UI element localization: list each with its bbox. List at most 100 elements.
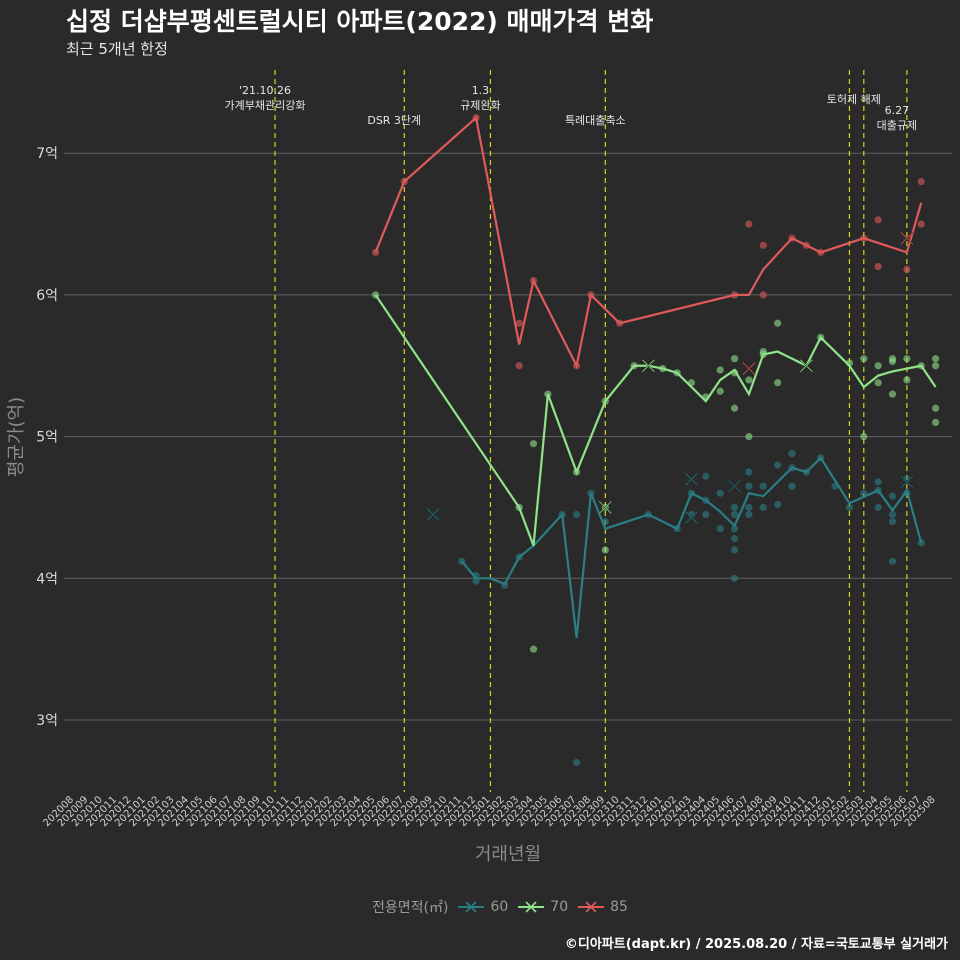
data-point-70	[745, 376, 753, 384]
cross-stroke	[685, 511, 698, 524]
data-point-60	[515, 553, 523, 561]
data-point-60	[917, 539, 925, 547]
chart-subtitle: 최근 5개년 한정	[66, 40, 168, 58]
data-point-60	[472, 571, 480, 580]
data-point-70	[601, 397, 609, 405]
data-point-85	[371, 248, 380, 256]
data-point-70	[874, 379, 882, 387]
data-point-60	[788, 450, 796, 458]
data-point-60	[716, 525, 724, 533]
data-point-60	[730, 525, 739, 533]
data-point-70	[515, 503, 523, 512]
legend-item-85: 85	[576, 899, 628, 915]
data-point-85	[860, 234, 868, 242]
legend-label-85: 85	[610, 899, 628, 915]
data-point-70	[702, 393, 710, 401]
cross-marker-60	[684, 472, 699, 486]
data-point-85	[616, 319, 624, 327]
data-point-70	[745, 433, 753, 441]
data-point-70	[730, 369, 739, 377]
y-tick-label: 7억	[36, 146, 58, 162]
data-point-70	[716, 366, 724, 374]
series-line-85	[374, 115, 923, 370]
data-point-60	[831, 482, 839, 490]
data-point-70	[932, 418, 940, 427]
data-point-85	[730, 291, 739, 299]
data-point-60	[860, 489, 868, 497]
data-point-70	[601, 546, 609, 554]
data-point-60	[673, 525, 681, 533]
legend-swatch-70	[518, 901, 545, 913]
data-point-60	[472, 577, 480, 585]
series-line-60	[460, 456, 923, 638]
data-point-60	[745, 468, 753, 476]
data-point-60	[687, 489, 696, 497]
data-point-60	[745, 503, 753, 512]
data-point-85	[903, 265, 911, 273]
data-point-60	[802, 468, 810, 476]
data-point-70	[573, 468, 581, 476]
data-point-70	[529, 645, 538, 653]
legend-item-60: 60	[456, 899, 508, 915]
event-label: '21.10.26	[239, 84, 291, 97]
data-point-70	[730, 404, 739, 412]
cross-stroke	[742, 362, 756, 375]
data-point-60	[730, 574, 739, 582]
data-point-60	[702, 510, 710, 519]
data-point-70	[860, 433, 868, 441]
cross-stroke	[800, 359, 813, 373]
data-point-60	[888, 492, 897, 500]
data-point-85	[874, 216, 882, 224]
legend-swatch-85	[578, 901, 605, 913]
data-point-60	[587, 489, 595, 497]
data-point-70	[730, 355, 739, 363]
source-caption: ©디아파트(dapt.kr) / 2025.08.20 / 자료=국토교통부 실…	[564, 937, 948, 952]
data-point-60	[702, 472, 710, 480]
data-point-60	[817, 454, 825, 462]
data-point-60	[788, 464, 796, 472]
event-label: 규제완화	[460, 99, 500, 112]
cross-stroke	[426, 508, 440, 521]
data-point-85	[817, 248, 825, 256]
data-point-70	[774, 379, 782, 387]
y-tick-label: 4억	[36, 571, 58, 587]
data-point-85	[759, 291, 767, 299]
cross-marker-70	[641, 359, 655, 373]
data-point-60	[573, 758, 581, 767]
data-point-60	[745, 482, 753, 490]
legend-item-70: 70	[516, 899, 568, 915]
event-label: 토허제 해제	[827, 92, 881, 106]
data-point-60	[888, 557, 897, 565]
data-point-70	[932, 355, 940, 363]
event-label: 6.27	[885, 104, 910, 117]
data-point-85	[400, 177, 408, 186]
data-point-70	[932, 404, 940, 412]
data-point-70	[903, 355, 911, 363]
y-tick-label: 3억	[36, 713, 58, 729]
series-line-70	[374, 294, 937, 547]
data-point-70	[888, 390, 897, 398]
data-point-60	[874, 486, 882, 495]
event-label: 대출규제	[877, 119, 917, 132]
cross-marker-85	[900, 231, 914, 245]
data-point-60	[730, 503, 739, 512]
data-point-60	[903, 489, 911, 497]
data-point-85	[874, 262, 882, 271]
data-point-60	[716, 489, 724, 497]
data-point-60	[730, 510, 739, 519]
cross-marker-70	[799, 359, 813, 373]
x-axis-title: 거래년월	[475, 844, 541, 865]
data-point-85	[745, 220, 753, 228]
y-axis-title: 평균가(억)	[6, 397, 27, 477]
data-point-60	[774, 461, 782, 469]
legend-label-70: 70	[550, 899, 569, 915]
data-point-60	[874, 503, 882, 512]
data-point-70	[759, 350, 767, 359]
data-point-85	[802, 241, 810, 249]
data-point-60	[702, 496, 710, 504]
data-point-70	[544, 390, 552, 398]
data-point-70	[371, 291, 380, 299]
data-point-70	[673, 369, 681, 377]
data-point-70	[888, 357, 897, 366]
cross-marker-60	[900, 475, 914, 489]
